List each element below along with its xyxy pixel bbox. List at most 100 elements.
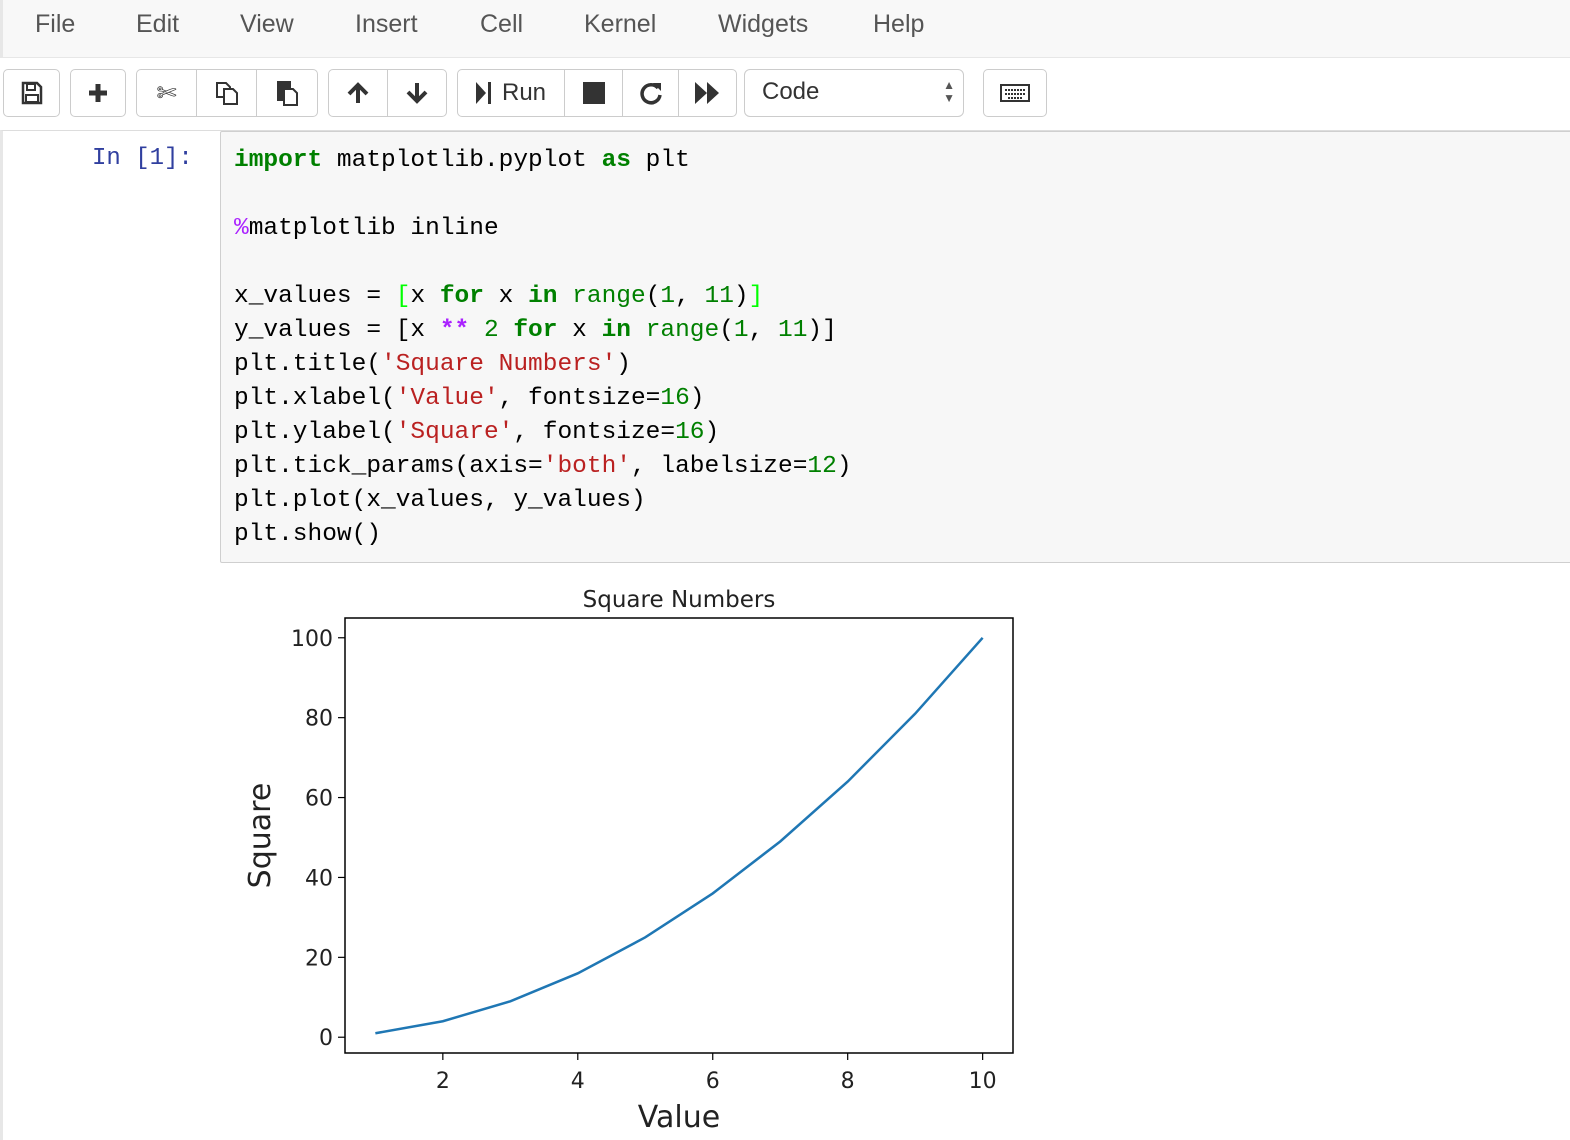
menu-file[interactable]: File [35, 10, 76, 38]
code-token: 'Square' [395, 419, 514, 446]
menu-kernel[interactable]: Kernel [584, 10, 657, 38]
code-line: x_values = [x for x in range(1, 11)] [234, 280, 852, 314]
code-token: % [234, 215, 249, 242]
interrupt-button[interactable] [565, 70, 623, 116]
code-token: x [410, 283, 440, 310]
chart-title: Square Numbers [583, 587, 776, 613]
cell-type-value: Code [762, 78, 820, 105]
plot-frame [344, 617, 1014, 1054]
code-line: plt.show() [234, 518, 852, 552]
code-token: 11 [778, 317, 808, 344]
code-token: 16 [660, 385, 690, 412]
menu-edit[interactable]: Edit [136, 10, 180, 38]
code-token: ) [616, 351, 631, 378]
code-token: ) [689, 385, 705, 412]
code-token: x [557, 317, 602, 344]
y-tick-label: 20 [305, 946, 333, 971]
code-token: range [645, 317, 720, 344]
code-line: plt.xlabel('Value', fontsize=16) [234, 382, 852, 416]
menu-help[interactable]: Help [873, 10, 925, 38]
input-prompt: In [1]: [92, 145, 193, 172]
menu-insert[interactable]: Insert [355, 10, 418, 38]
insert-cell-button[interactable] [71, 70, 125, 116]
y-tick-label: 80 [305, 707, 333, 732]
fast-forward-icon [694, 82, 719, 104]
code-token: ( [719, 317, 734, 344]
code-token: ** [439, 317, 470, 344]
arrow-down-icon [406, 83, 428, 104]
x-tick-label: 8 [841, 1069, 855, 1094]
y-tick-label: 60 [305, 787, 333, 812]
menu-view[interactable]: View [240, 10, 294, 38]
code-token: 1 [660, 283, 676, 310]
code-token: plt.title( [234, 351, 382, 378]
restart-button[interactable] [623, 70, 679, 116]
code-token: 1 [733, 317, 749, 344]
y-axis-label: Square [243, 783, 278, 889]
code-token: x_values = [234, 283, 396, 310]
command-palette-button[interactable] [984, 70, 1046, 116]
x-tick-label: 6 [706, 1069, 720, 1094]
x-tick-label: 2 [436, 1069, 450, 1094]
code-line: plt.ylabel('Square', fontsize=16) [234, 416, 852, 450]
code-token: plt.ylabel( [234, 419, 396, 446]
code-token: , labelsize= [630, 453, 808, 480]
code-token: for [439, 283, 484, 310]
code-token: range [572, 283, 646, 310]
code-token [499, 317, 514, 344]
save-button[interactable] [4, 70, 59, 116]
code-editor[interactable]: import matplotlib.pyplot as plt %matplotl… [234, 144, 852, 552]
stop-icon [582, 82, 605, 104]
code-token: in [601, 317, 631, 344]
move-up-button[interactable] [329, 70, 388, 116]
data-line [375, 636, 984, 1035]
notebook-container [0, 130, 1570, 1140]
code-token: , [748, 317, 779, 344]
x-axis-label: Value [638, 1100, 720, 1135]
run-label: Run [501, 79, 547, 106]
menu-bar: File Edit View Insert Cell Kernel Widget… [0, 0, 1570, 58]
code-token [469, 317, 484, 344]
code-token: matplotlib inline [248, 215, 499, 242]
restart-icon [639, 83, 662, 105]
move-down-button[interactable] [388, 70, 446, 116]
y-tick-label: 0 [319, 1026, 333, 1051]
save-icon [21, 81, 42, 105]
code-token: , fontsize= [513, 419, 676, 446]
x-tick-label: 10 [969, 1069, 997, 1094]
paste-button[interactable] [257, 70, 317, 116]
x-tick-label: 4 [571, 1069, 585, 1094]
y-tick-label: 100 [291, 627, 333, 652]
code-cell-input[interactable] [220, 131, 1570, 563]
y-tick-label: 40 [305, 866, 333, 891]
toolbar: ✄ Run [0, 58, 1570, 130]
code-token: for [513, 317, 558, 344]
code-token [557, 283, 572, 310]
code-token: 16 [675, 419, 705, 446]
code-token: 'Square Numbers' [381, 351, 617, 378]
restart-run-all-button[interactable] [679, 70, 736, 116]
code-line: plt.tick_params(axis='both', labelsize=1… [234, 450, 852, 484]
code-token: in [528, 283, 558, 310]
copy-button[interactable] [197, 70, 257, 116]
code-line: y_values = [x ** 2 for x in range(1, 11)… [234, 314, 852, 348]
code-token: ) [704, 419, 720, 446]
cut-button[interactable]: ✄ [137, 70, 197, 116]
code-token: 'both' [542, 453, 631, 480]
code-token: y_values = [x [234, 317, 440, 344]
menu-widgets[interactable]: Widgets [718, 10, 809, 38]
code-token: ] [748, 283, 764, 310]
code-token: 12 [807, 453, 837, 480]
code-token: , fontsize= [498, 385, 661, 412]
code-token: 11 [704, 283, 734, 310]
run-button[interactable]: Run [458, 70, 565, 116]
code-token: plt.show() [234, 521, 382, 548]
code-line: plt.title('Square Numbers') [234, 348, 852, 382]
menu-cell[interactable]: Cell [480, 10, 524, 38]
cut-icon: ✄ [156, 79, 177, 107]
cell-type-select[interactable]: Code ▲ ▼ [744, 69, 964, 117]
plus-icon [89, 84, 107, 102]
code-token: matplotlib.pyplot [322, 147, 602, 174]
code-token [631, 317, 646, 344]
code-token: ) [733, 283, 749, 310]
